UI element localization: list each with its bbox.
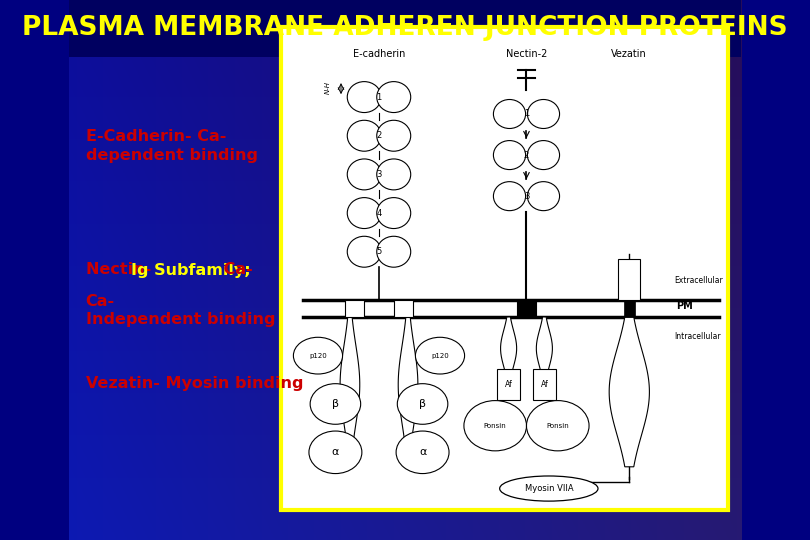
Ellipse shape	[377, 198, 411, 228]
Ellipse shape	[527, 99, 560, 129]
Ellipse shape	[347, 237, 382, 267]
Ellipse shape	[347, 198, 382, 228]
Text: 3: 3	[377, 170, 382, 179]
Text: Nectin-2: Nectin-2	[505, 49, 548, 58]
Circle shape	[526, 401, 589, 451]
Bar	[624, 300, 635, 317]
Text: p120: p120	[309, 353, 327, 359]
Text: Vezatin- Myosin binding: Vezatin- Myosin binding	[86, 376, 303, 391]
Text: Ca-: Ca-	[218, 262, 253, 278]
Text: Af: Af	[505, 380, 513, 389]
Text: Intracellular: Intracellular	[674, 332, 721, 341]
Text: E-Cadherin- Ca-
dependent binding: E-Cadherin- Ca- dependent binding	[86, 129, 258, 163]
Text: Ponsin: Ponsin	[484, 423, 506, 429]
Circle shape	[309, 431, 362, 474]
Text: β: β	[332, 399, 339, 409]
Bar	[344, 300, 364, 317]
Polygon shape	[536, 317, 552, 380]
Text: N-H: N-H	[325, 81, 330, 94]
Circle shape	[310, 384, 360, 424]
Ellipse shape	[293, 338, 343, 374]
Bar	[618, 259, 641, 300]
Text: 2: 2	[524, 151, 529, 160]
Circle shape	[397, 384, 448, 424]
Ellipse shape	[377, 159, 411, 190]
Bar	[533, 369, 556, 400]
Text: Ig Subfamily;: Ig Subfamily;	[131, 262, 251, 278]
Ellipse shape	[347, 120, 382, 151]
Bar	[69, 0, 741, 57]
Bar	[394, 300, 413, 317]
Text: 4: 4	[377, 208, 382, 218]
Ellipse shape	[493, 181, 526, 211]
Polygon shape	[340, 317, 360, 453]
Ellipse shape	[377, 120, 411, 151]
Text: 1: 1	[377, 92, 382, 102]
Circle shape	[396, 431, 449, 474]
Text: 2: 2	[377, 131, 382, 140]
Text: β: β	[419, 399, 426, 409]
Text: 3: 3	[524, 192, 529, 201]
Text: E-cadherin: E-cadherin	[353, 49, 405, 58]
Polygon shape	[609, 317, 650, 467]
Ellipse shape	[416, 338, 465, 374]
Text: Af: Af	[540, 380, 548, 389]
Ellipse shape	[347, 159, 382, 190]
Text: Ponsin: Ponsin	[547, 423, 569, 429]
Ellipse shape	[493, 99, 526, 129]
Ellipse shape	[527, 181, 560, 211]
Text: Nectin-: Nectin-	[86, 262, 156, 278]
Ellipse shape	[377, 237, 411, 267]
Text: p120: p120	[431, 353, 449, 359]
Ellipse shape	[500, 476, 598, 501]
Circle shape	[464, 401, 526, 451]
Text: PLASMA MEMBRANE ADHEREN JUNCTION PROTEINS: PLASMA MEMBRANE ADHEREN JUNCTION PROTEIN…	[22, 15, 788, 41]
Ellipse shape	[527, 140, 560, 170]
Bar	[517, 300, 536, 317]
Polygon shape	[501, 317, 517, 380]
Ellipse shape	[347, 82, 382, 112]
Text: Myosin VIIA: Myosin VIIA	[525, 484, 573, 493]
Ellipse shape	[377, 82, 411, 112]
Ellipse shape	[493, 140, 526, 170]
Text: 5: 5	[377, 247, 382, 256]
Text: Ca-
Independent binding: Ca- Independent binding	[86, 294, 275, 327]
Bar	[497, 369, 520, 400]
Text: Extracellular: Extracellular	[674, 276, 723, 285]
Polygon shape	[399, 317, 418, 453]
Text: PM: PM	[676, 301, 693, 311]
Text: α: α	[419, 447, 426, 457]
FancyBboxPatch shape	[280, 27, 727, 510]
Text: Vezatin: Vezatin	[612, 49, 647, 58]
Text: α: α	[332, 447, 339, 457]
Text: 1: 1	[524, 110, 529, 118]
